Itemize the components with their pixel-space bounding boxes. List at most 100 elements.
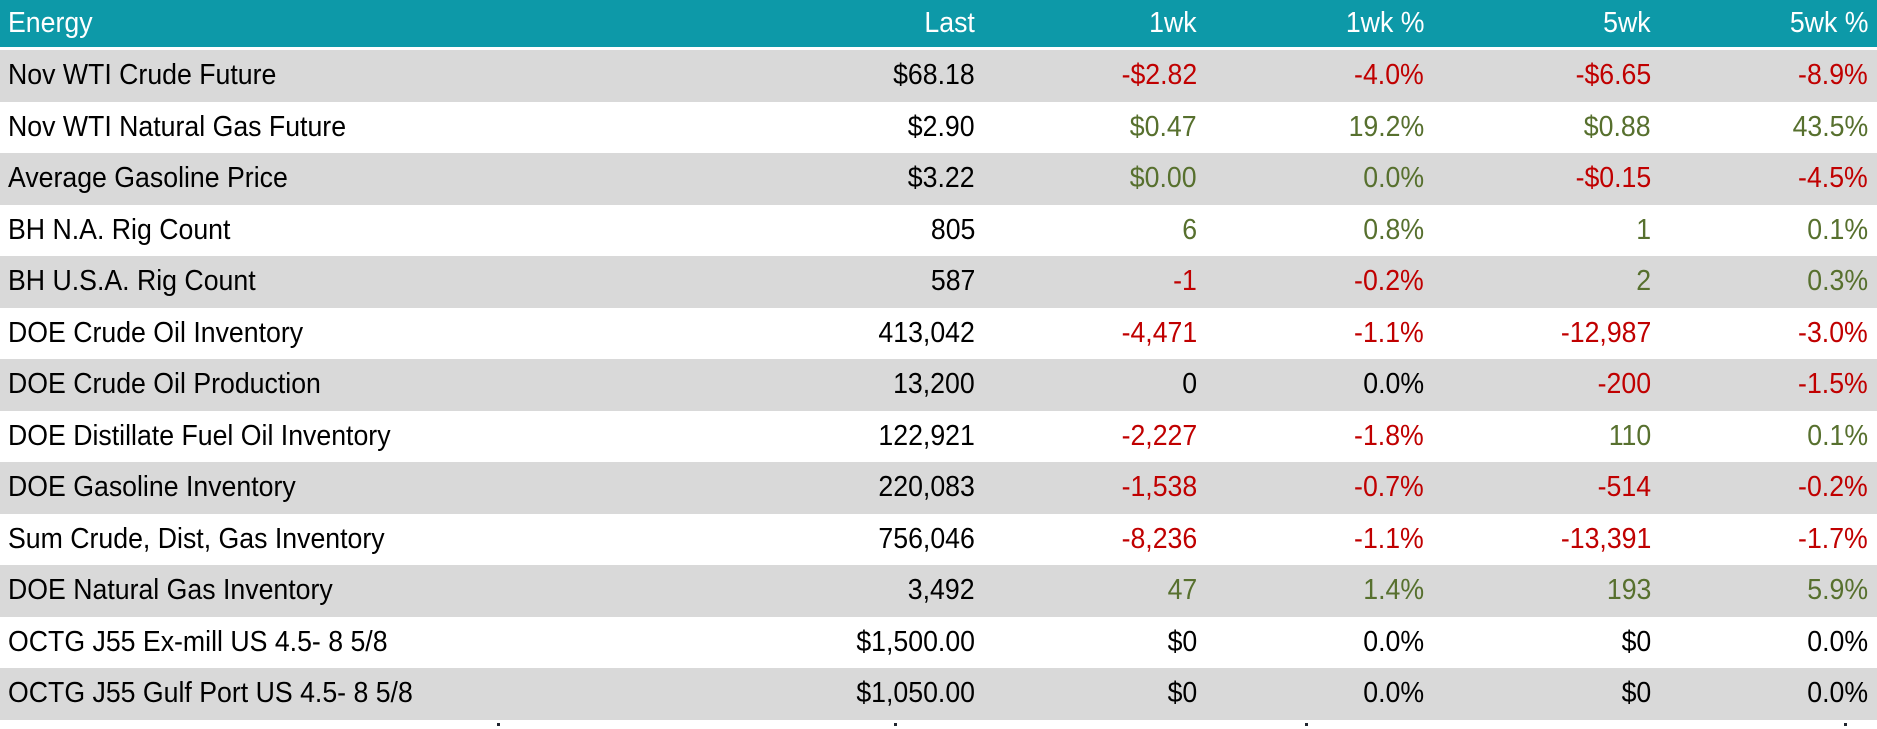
cell-last: $1,500.00 bbox=[856, 625, 975, 658]
cropped-glyph-mark bbox=[1305, 723, 1308, 726]
cell-5wk: 1 bbox=[1636, 213, 1651, 246]
cropped-glyph-mark bbox=[894, 723, 897, 726]
cell-1wk-pct: 0.0% bbox=[1363, 368, 1424, 401]
cell-last: 587 bbox=[930, 265, 975, 298]
table-row: Sum Crude, Dist, Gas Inventory 756,046 -… bbox=[0, 513, 1877, 565]
cell-1wk: -2,227 bbox=[1121, 419, 1197, 452]
cell-5wk-pct: 43.5% bbox=[1792, 110, 1868, 143]
cell-1wk: -8,236 bbox=[1121, 522, 1197, 555]
cell-1wk: 6 bbox=[1182, 213, 1197, 246]
cell-1wk: $0.47 bbox=[1130, 110, 1197, 143]
cell-5wk: $0 bbox=[1621, 625, 1651, 658]
cell-last: 413,042 bbox=[878, 316, 975, 349]
cell-1wk-pct: -1.1% bbox=[1354, 316, 1424, 349]
cell-1wk-pct: -4.0% bbox=[1354, 59, 1424, 92]
cell-1wk: $0 bbox=[1167, 677, 1197, 710]
row-label: Nov WTI Crude Future bbox=[8, 59, 277, 92]
cell-5wk: -200 bbox=[1597, 368, 1651, 401]
cell-5wk: -$0.15 bbox=[1575, 162, 1651, 195]
table-row: Nov WTI Crude Future $68.18 -$2.82 -4.0%… bbox=[0, 50, 1877, 102]
table-row: Nov WTI Natural Gas Future $2.90 $0.47 1… bbox=[0, 101, 1877, 153]
cell-5wk-pct: 0.3% bbox=[1807, 265, 1868, 298]
cell-1wk-pct: 0.0% bbox=[1363, 625, 1424, 658]
cell-5wk: -514 bbox=[1597, 471, 1651, 504]
cell-5wk: $0 bbox=[1621, 677, 1651, 710]
col-header-1wk-pct: 1wk % bbox=[1345, 7, 1424, 39]
cell-1wk-pct: 0.0% bbox=[1363, 677, 1424, 710]
cell-1wk-pct: -0.2% bbox=[1354, 265, 1424, 298]
cell-1wk-pct: -1.1% bbox=[1354, 522, 1424, 555]
cell-5wk-pct: -0.2% bbox=[1798, 471, 1868, 504]
cell-5wk: 193 bbox=[1606, 574, 1651, 607]
cell-5wk-pct: 0.1% bbox=[1807, 213, 1868, 246]
cell-1wk: -$2.82 bbox=[1121, 59, 1197, 92]
cell-5wk: 110 bbox=[1608, 419, 1651, 452]
cell-5wk-pct: 5.9% bbox=[1807, 574, 1868, 607]
row-label: Average Gasoline Price bbox=[8, 162, 288, 195]
row-label: DOE Gasoline Inventory bbox=[8, 471, 296, 504]
cell-1wk-pct: 19.2% bbox=[1348, 110, 1424, 143]
cell-1wk-pct: -0.7% bbox=[1354, 471, 1424, 504]
table-row: DOE Crude Oil Inventory 413,042 -4,471 -… bbox=[0, 307, 1877, 359]
cell-5wk: $0.88 bbox=[1584, 110, 1651, 143]
cell-last: 220,083 bbox=[878, 471, 975, 504]
table-row: DOE Distillate Fuel Oil Inventory 122,92… bbox=[0, 410, 1877, 462]
cell-last: 805 bbox=[930, 213, 975, 246]
cell-5wk-pct: 0.0% bbox=[1807, 625, 1868, 658]
cell-1wk: $0 bbox=[1167, 625, 1197, 658]
cell-5wk-pct: -3.0% bbox=[1798, 316, 1868, 349]
cell-1wk: 47 bbox=[1167, 574, 1197, 607]
cropped-glyph-mark bbox=[497, 723, 500, 726]
table-row: BH N.A. Rig Count 805 6 0.8% 1 0.1% bbox=[0, 204, 1877, 256]
cell-5wk-pct: -1.5% bbox=[1798, 368, 1868, 401]
cell-1wk: $0.00 bbox=[1130, 162, 1197, 195]
cell-5wk-pct: -4.5% bbox=[1798, 162, 1868, 195]
table-row: DOE Natural Gas Inventory 3,492 47 1.4% … bbox=[0, 565, 1877, 617]
cell-1wk: -1 bbox=[1173, 265, 1197, 298]
cell-last: 756,046 bbox=[878, 522, 975, 555]
cell-1wk-pct: 1.4% bbox=[1363, 574, 1424, 607]
cell-5wk-pct: -8.9% bbox=[1798, 59, 1868, 92]
row-label: DOE Distillate Fuel Oil Inventory bbox=[8, 419, 391, 452]
cropped-glyph-mark bbox=[1844, 723, 1847, 726]
cell-1wk-pct: 0.8% bbox=[1363, 213, 1424, 246]
cell-1wk: -4,471 bbox=[1121, 316, 1197, 349]
row-label: OCTG J55 Gulf Port US 4.5- 8 5/8 bbox=[8, 677, 413, 710]
row-label: DOE Crude Oil Inventory bbox=[8, 316, 304, 349]
cell-1wk: -1,538 bbox=[1121, 471, 1197, 504]
cell-last: $3.22 bbox=[908, 162, 975, 195]
cell-5wk-pct: 0.0% bbox=[1807, 677, 1868, 710]
table-row: OCTG J55 Ex-mill US 4.5- 8 5/8 $1,500.00… bbox=[0, 616, 1877, 668]
cell-last: $68.18 bbox=[893, 59, 975, 92]
cell-5wk: -13,391 bbox=[1560, 522, 1651, 555]
cell-last: 3,492 bbox=[908, 574, 975, 607]
table-row: DOE Gasoline Inventory 220,083 -1,538 -0… bbox=[0, 462, 1877, 514]
cell-last: 13,200 bbox=[893, 368, 975, 401]
row-label: Nov WTI Natural Gas Future bbox=[8, 110, 347, 143]
cell-last: $1,050.00 bbox=[856, 677, 975, 710]
row-label: DOE Crude Oil Production bbox=[8, 368, 321, 401]
col-header-energy: Energy bbox=[8, 7, 93, 39]
col-header-5wk: 5wk bbox=[1603, 7, 1651, 39]
cell-1wk-pct: -1.8% bbox=[1354, 419, 1424, 452]
row-label: DOE Natural Gas Inventory bbox=[8, 574, 333, 607]
cell-1wk: 0 bbox=[1182, 368, 1197, 401]
table-body: Nov WTI Crude Future $68.18 -$2.82 -4.0%… bbox=[0, 50, 1877, 720]
cropped-next-row bbox=[0, 719, 1877, 726]
cell-1wk-pct: 0.0% bbox=[1363, 162, 1424, 195]
table-row: BH U.S.A. Rig Count 587 -1 -0.2% 2 0.3% bbox=[0, 256, 1877, 308]
cell-last: $2.90 bbox=[908, 110, 975, 143]
table-row: DOE Crude Oil Production 13,200 0 0.0% -… bbox=[0, 359, 1877, 411]
row-label: OCTG J55 Ex-mill US 4.5- 8 5/8 bbox=[8, 625, 388, 658]
col-header-last: Last bbox=[924, 7, 975, 39]
cell-last: 122,921 bbox=[878, 419, 975, 452]
cell-5wk-pct: 0.1% bbox=[1807, 419, 1868, 452]
row-label: Sum Crude, Dist, Gas Inventory bbox=[8, 522, 385, 555]
cell-5wk: -12,987 bbox=[1560, 316, 1651, 349]
cell-5wk: 2 bbox=[1636, 265, 1651, 298]
row-label: BH N.A. Rig Count bbox=[8, 213, 231, 246]
col-header-1wk: 1wk bbox=[1149, 7, 1197, 39]
table-row: OCTG J55 Gulf Port US 4.5- 8 5/8 $1,050.… bbox=[0, 668, 1877, 720]
cell-5wk: -$6.65 bbox=[1575, 59, 1651, 92]
